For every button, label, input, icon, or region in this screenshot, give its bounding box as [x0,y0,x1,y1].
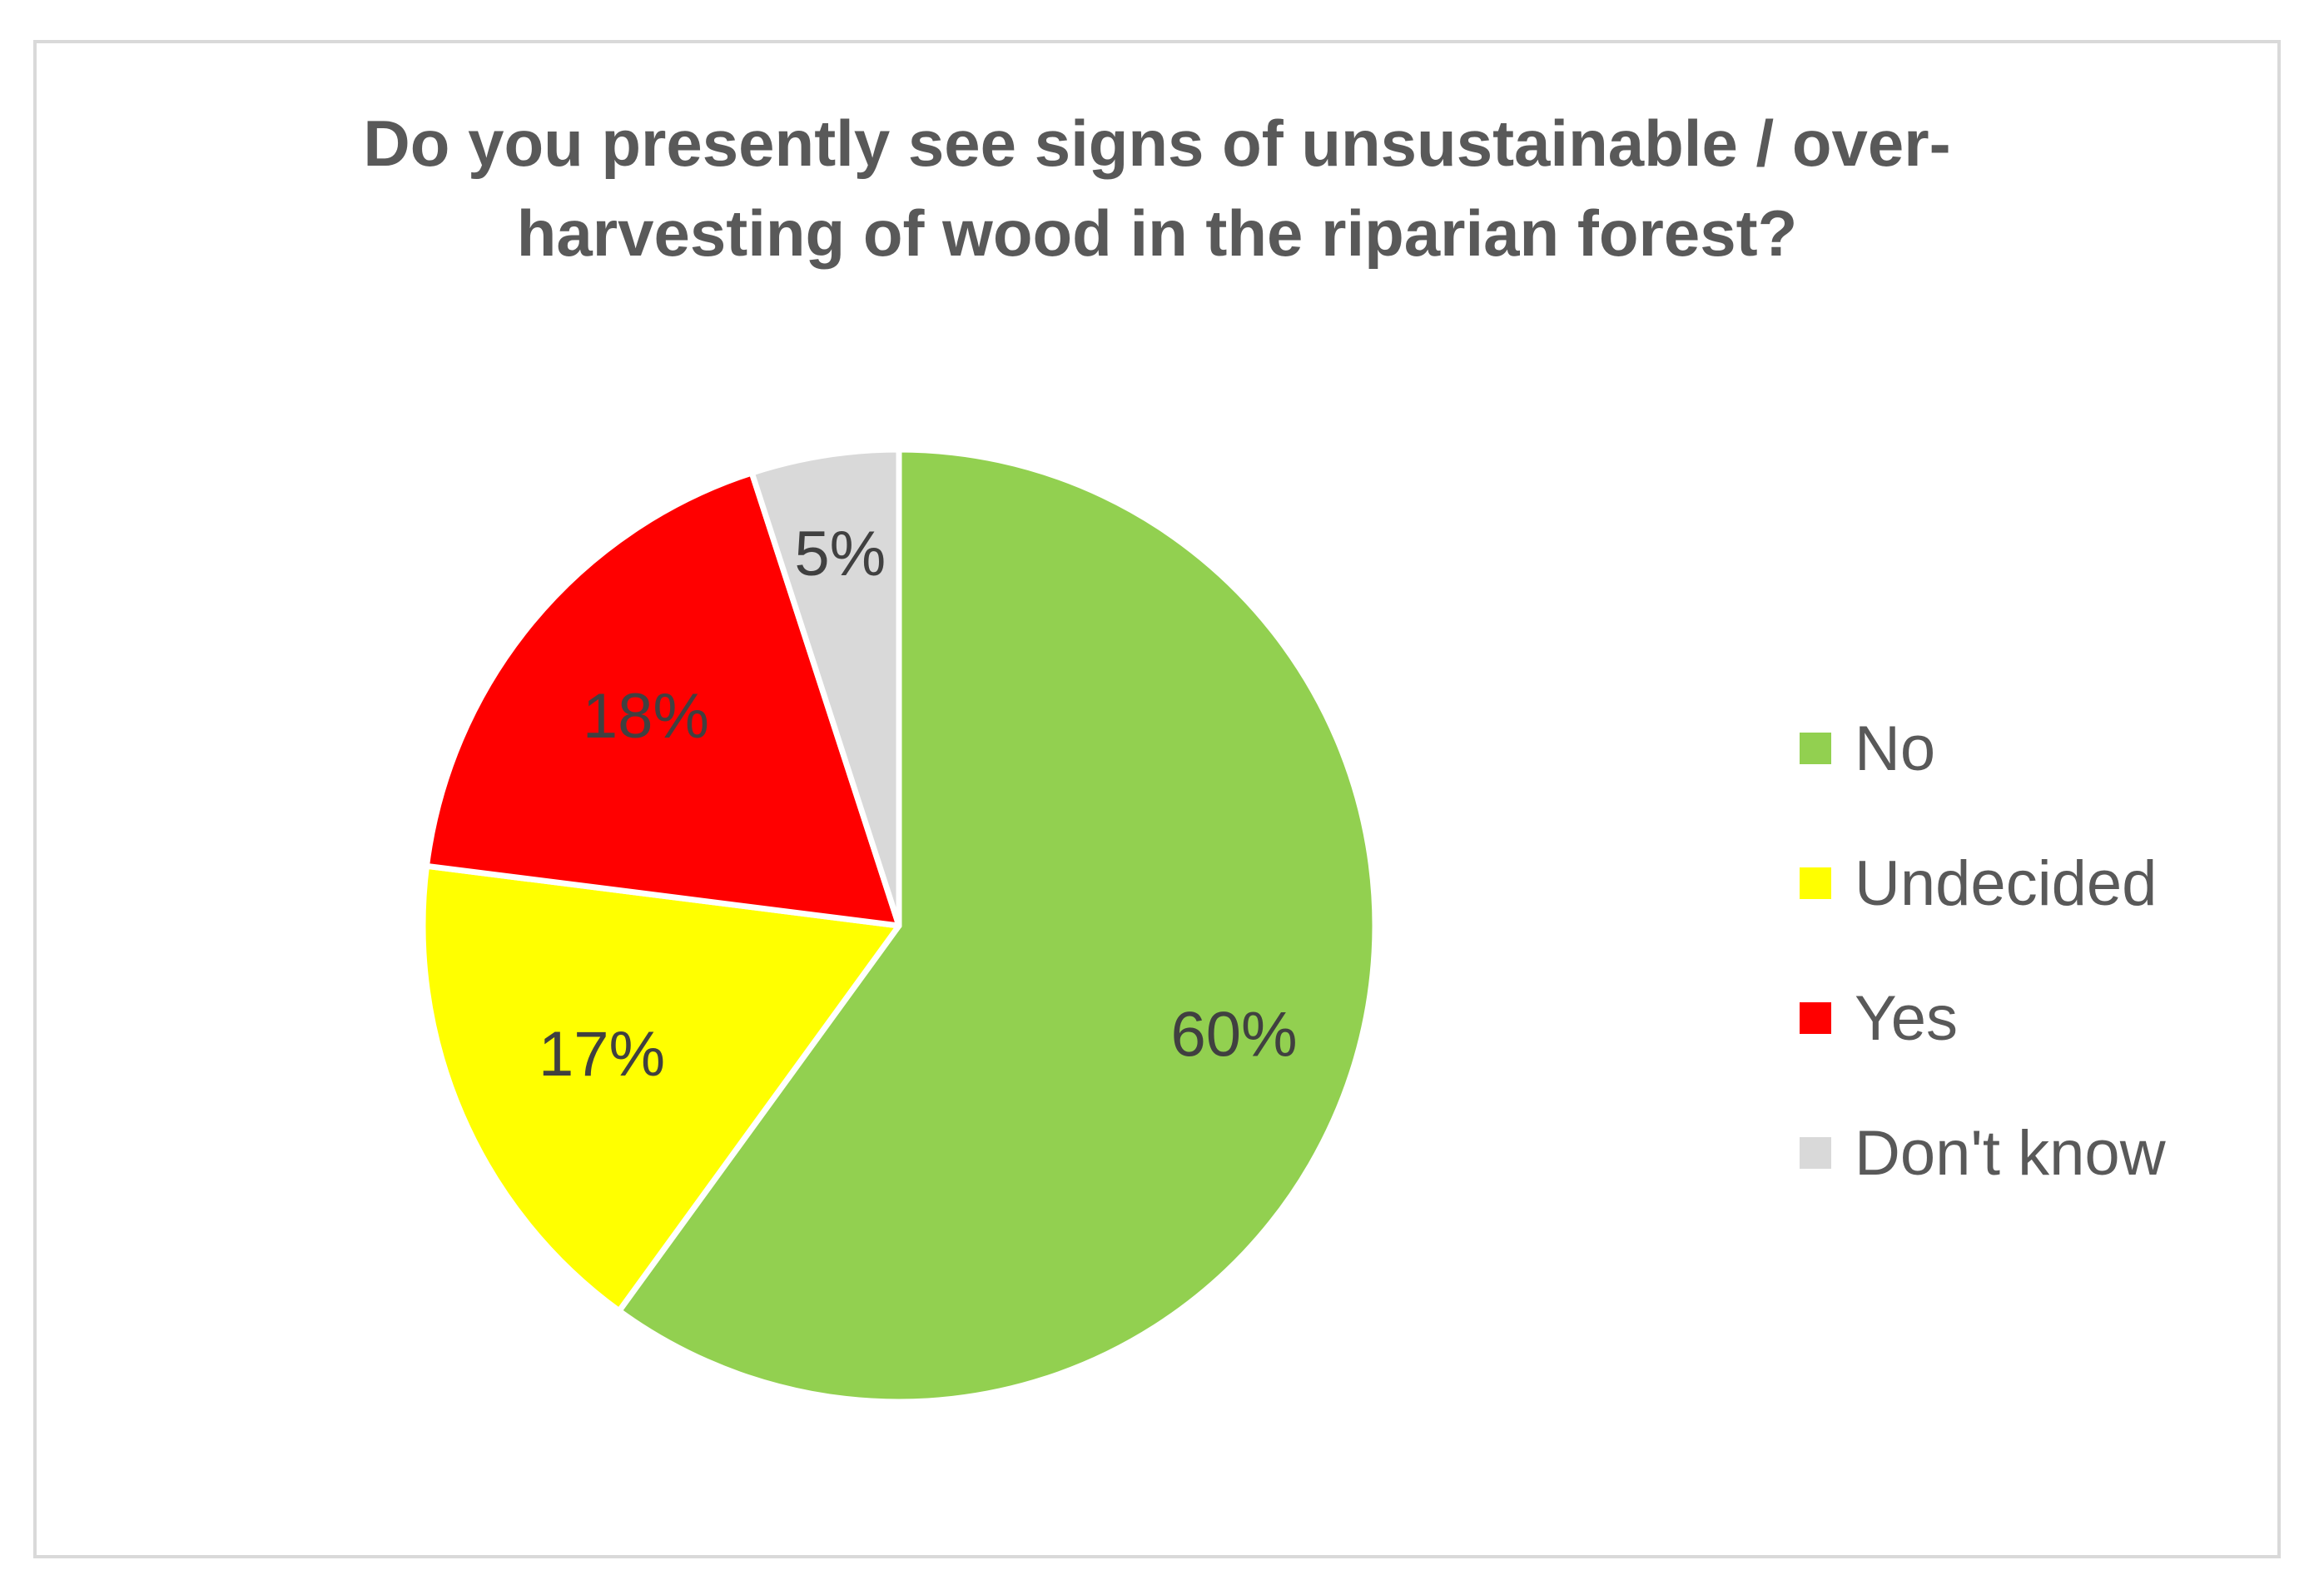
legend-label-undecided: Undecided [1855,847,2158,919]
legend-item-undecided: Undecided [1800,816,2166,951]
chart-title: Do you presently see signs of unsustaina… [33,98,2281,278]
chart-title-line-1: Do you presently see signs of unsustaina… [363,107,1951,180]
legend-label-no: No [1855,713,1936,784]
data-label-undecided: 17% [539,1019,665,1090]
legend-swatch-undecided [1800,867,1831,899]
pie-slice-no [616,446,1378,1405]
data-label-yes: 18% [583,681,709,752]
chart-title-line-2: harvesting of wood in the riparian fores… [516,196,1798,270]
pie-slice-undecided [420,862,902,1314]
chart-legend: No Undecided Yes Don't know [1800,681,2166,1220]
pie-slice-yes [424,470,902,929]
legend-item-yes: Yes [1800,951,2166,1086]
legend-item-don-t-know: Don't know [1800,1086,2166,1220]
legend-label-don-t-know: Don't know [1855,1117,2166,1189]
pie-slice-don-t-know [748,446,902,929]
data-label-don-t-know: 5% [794,519,886,589]
legend-swatch-don-t-know [1800,1137,1831,1169]
data-label-no: 60% [1171,999,1298,1070]
legend-label-yes: Yes [1855,982,1958,1054]
legend-swatch-no [1800,733,1831,764]
legend-swatch-yes [1800,1002,1831,1034]
legend-item-no: No [1800,681,2166,816]
